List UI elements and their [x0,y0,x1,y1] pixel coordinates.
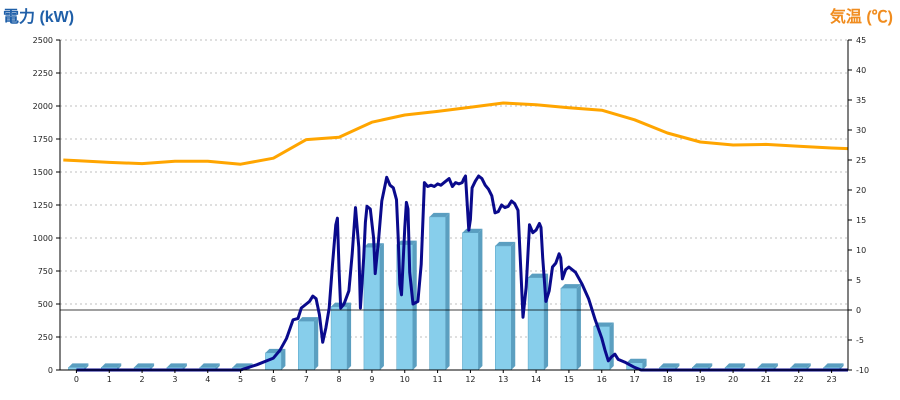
x-tick-label: 23 [826,375,836,384]
right-tick-label: 5 [856,276,861,285]
left-tick-label: 1000 [33,234,53,243]
left-axis-title: 電力 (kW) [3,7,74,26]
x-tick-label: 20 [728,375,738,384]
x-tick-label: 12 [465,375,475,384]
axes [56,39,852,373]
x-tick-label: 10 [400,375,410,384]
x-tick-label: 16 [597,375,607,384]
line-series [63,101,849,372]
x-tick-label: 13 [498,375,508,384]
bar [495,241,516,371]
left-tick-label: 500 [38,300,53,309]
x-tick-label: 0 [74,375,79,384]
right-tick-label: 40 [856,66,866,75]
left-tick-label: 2000 [33,102,53,111]
left-tick-label: 750 [38,267,53,276]
x-tick-label: 5 [238,375,243,384]
left-tick-label: 0 [48,366,53,375]
left-tick-label: 1750 [33,135,53,144]
right-tick-label: 10 [856,246,866,255]
right-tick-label: 25 [856,156,866,165]
x-tick-labels: 0 1 2 3 4 5 6 7 8 9 10 11 12 13 14 15 16 17 18 19 20 21 22 23 [74,375,837,384]
x-tick-label: 14 [531,375,541,384]
bar-series [68,212,844,371]
x-tick-label: 1 [107,375,112,384]
left-tick-label: 1250 [33,201,53,210]
left-tick-labels: 0 250 500 750 1000 1250 1500 1750 2000 2250 2500 [33,36,53,375]
right-tick-label: 0 [856,306,861,315]
bar [462,228,483,371]
right-tick-label: 15 [856,216,866,225]
x-tick-label: 6 [271,375,276,384]
bar [560,284,581,371]
x-tick-label: 7 [304,375,309,384]
x-tick-label: 3 [172,375,177,384]
x-tick-label: 15 [564,375,574,384]
x-tick-label: 18 [662,375,672,384]
left-tick-label: 2250 [33,69,53,78]
x-tick-label: 4 [205,375,210,384]
bar [429,212,450,371]
bar [298,317,319,371]
x-tick-label: 8 [337,375,342,384]
temperature-line [63,101,849,166]
right-tick-label: 20 [856,186,866,195]
x-tick-label: 17 [629,375,639,384]
bar [363,243,384,371]
x-tick-label: 19 [695,375,705,384]
x-tick-label: 9 [369,375,374,384]
right-tick-label: -10 [856,366,869,375]
right-tick-label: 30 [856,126,866,135]
power-line [76,174,848,372]
left-tick-label: 1500 [33,168,53,177]
left-tick-label: 2500 [33,36,53,45]
left-tick-label: 250 [38,333,53,342]
x-tick-label: 21 [761,375,771,384]
x-tick-label: 2 [140,375,145,384]
right-tick-label: 35 [856,96,866,105]
right-axis-title: 気温 (℃) [830,7,893,26]
x-tick-label: 22 [794,375,804,384]
x-tick-label: 11 [432,375,442,384]
right-tick-label: 45 [856,36,866,45]
grid [60,39,848,338]
bar [330,302,352,371]
right-tick-label: -5 [856,336,864,345]
right-tick-labels: -10 -5 0 5 10 15 20 25 30 35 40 45 [856,36,869,375]
